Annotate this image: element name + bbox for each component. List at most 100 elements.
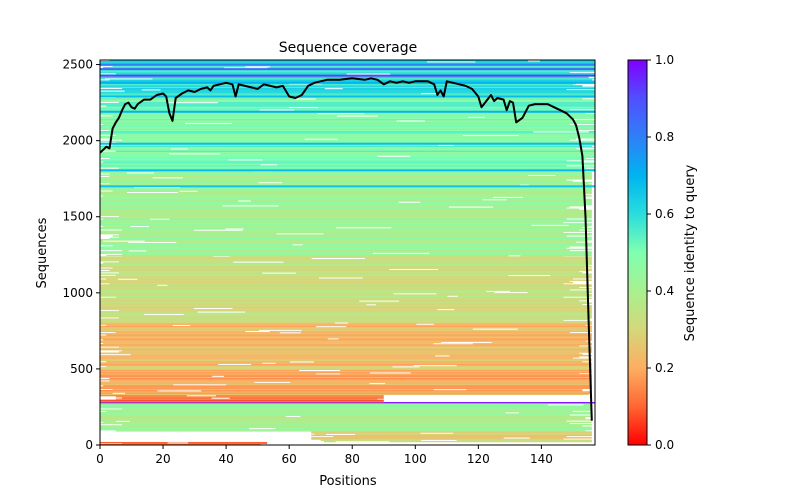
heatmap-gap [335, 227, 392, 229]
heatmap-row [100, 231, 564, 234]
heatmap-row [100, 193, 586, 196]
heatmap-row [100, 337, 592, 340]
heatmap-row [100, 306, 592, 308]
heatmap-row [118, 101, 595, 104]
heatmap-row [100, 402, 595, 404]
heatmap-gap [150, 218, 170, 220]
heatmap-row [100, 219, 592, 221]
heatmap-row [100, 206, 570, 208]
heatmap-row [100, 196, 586, 198]
heatmap-gap [168, 153, 220, 155]
heatmap-row [100, 88, 567, 91]
x-tick-label: 80 [345, 452, 360, 466]
heatmap-row [100, 69, 595, 71]
heatmap-gap [366, 304, 377, 306]
heatmap-row [100, 98, 583, 100]
heatmap-row [100, 443, 261, 445]
heatmap-row [100, 330, 592, 333]
heatmap-row [100, 347, 592, 350]
heatmap-gap [197, 311, 246, 313]
heatmap-row [100, 409, 592, 411]
heatmap-row [100, 323, 592, 325]
heatmap-row [100, 370, 592, 373]
heatmap-row [100, 387, 592, 389]
heatmap-gap [254, 381, 291, 383]
heatmap-gap [170, 148, 188, 150]
y-axis: 0 500 1000 1500 2000 2500 [62, 58, 100, 452]
heatmap-gap [389, 268, 439, 270]
heatmap-row [100, 428, 592, 431]
colorbar-gradient [627, 59, 648, 446]
heatmap-row [100, 230, 592, 232]
heatmap-row [100, 240, 586, 242]
heatmap-row [100, 319, 564, 322]
heatmap-gap [288, 107, 319, 109]
heatmap-row [100, 286, 580, 289]
x-tick-label: 20 [155, 452, 170, 466]
heatmap-gap [225, 228, 244, 230]
heatmap-row [100, 362, 592, 364]
heatmap-row [100, 328, 592, 330]
heatmap-gap [433, 389, 467, 391]
heatmap-gap [482, 199, 507, 201]
x-tick-label: 120 [467, 452, 490, 466]
y-axis-label: Sequences [35, 217, 50, 288]
heatmap-row [100, 214, 592, 217]
heatmap-gap [433, 343, 473, 345]
heatmap-row [100, 76, 589, 79]
heatmap-row [333, 435, 567, 438]
heatmap-highlight-row [100, 95, 595, 98]
heatmap-gap [505, 412, 519, 414]
heatmap-gap [519, 184, 530, 186]
heatmap-row [100, 149, 595, 151]
heatmap-row [100, 259, 592, 262]
heatmap-row [122, 87, 595, 90]
heatmap-row [314, 433, 592, 435]
x-tick-label: 140 [530, 452, 553, 466]
heatmap-row [115, 134, 595, 137]
heatmap-gap [311, 258, 365, 260]
heatmap-row [100, 221, 564, 224]
heatmap-row [100, 369, 592, 372]
heatmap-row [100, 294, 592, 296]
heatmap-row [106, 254, 592, 257]
heatmap-row [100, 209, 592, 212]
heatmap-row [100, 353, 583, 356]
heatmap-row [100, 335, 592, 337]
heatmap-row [100, 307, 592, 309]
heatmap-row [100, 104, 595, 106]
heatmap-row [106, 410, 573, 413]
heatmap-row [100, 200, 592, 202]
heatmap-row [115, 396, 384, 398]
heatmap-row [100, 71, 570, 74]
heatmap-gap [292, 244, 303, 246]
heatmap-row [100, 378, 592, 381]
heatmap-row [115, 96, 595, 99]
heatmap-row [103, 161, 583, 163]
heatmap-gap [396, 120, 425, 122]
coverage-line [100, 77, 593, 421]
heatmap-row [103, 262, 592, 264]
heatmap-row [109, 377, 592, 380]
heatmap-row [100, 426, 592, 428]
heatmap-row [100, 403, 592, 406]
heatmap-gap [503, 437, 530, 439]
heatmap-row [100, 392, 592, 394]
heatmap-gap [318, 277, 363, 279]
heatmap-row [122, 408, 592, 410]
heatmap-gap [346, 73, 391, 75]
heatmap-row [100, 358, 592, 361]
heatmap-row [100, 341, 589, 344]
heatmap-row [106, 334, 592, 336]
heatmap-gap [289, 361, 314, 363]
heatmap-gap [179, 190, 198, 192]
heatmap-gap [193, 229, 243, 231]
heatmap-row [100, 176, 592, 179]
heatmap-highlight-row [100, 110, 595, 113]
heatmap-row [109, 237, 592, 240]
y-tick-label: 1500 [62, 210, 93, 224]
heatmap-row [311, 431, 592, 433]
heatmap-row [100, 333, 592, 335]
